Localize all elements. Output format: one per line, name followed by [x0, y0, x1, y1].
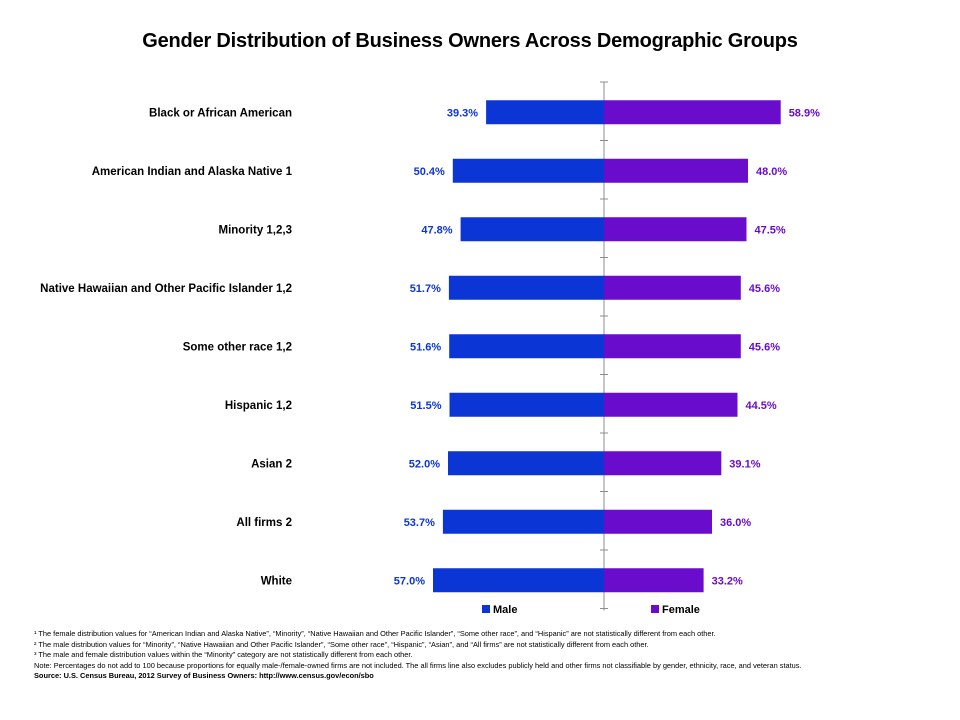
legend-swatch-male	[482, 605, 490, 613]
chart-svg: Black or African American 39.3% 58.9% Ameri…	[40, 81, 820, 616]
female-value-label: 45.6%	[749, 341, 780, 353]
female-bar	[604, 158, 748, 183]
male-bar	[448, 275, 604, 300]
category-label: All firms 2	[236, 517, 292, 529]
legend-swatch-female	[651, 605, 659, 613]
legend-label-female: Female	[662, 604, 700, 616]
male-bar	[460, 217, 604, 242]
male-value-label: 57.0%	[394, 575, 425, 587]
male-value-label: 53.7%	[404, 517, 435, 529]
female-bar	[604, 451, 722, 476]
male-value-label: 51.7%	[410, 283, 441, 295]
female-value-label: 44.5%	[746, 400, 777, 412]
footnote-1: ¹ The female distribution values for “Am…	[34, 629, 716, 638]
category-label: White	[261, 575, 292, 587]
footnote-source: Source: U.S. Census Bureau, 2012 Survey …	[34, 671, 374, 681]
male-bar	[452, 158, 604, 183]
female-bar	[604, 100, 781, 125]
category-label: Minority 1,2,3	[219, 224, 293, 236]
male-bar	[486, 100, 604, 125]
female-value-label: 36.0%	[720, 517, 751, 529]
legend-label-male: Male	[493, 604, 517, 616]
male-value-label: 51.6%	[410, 341, 441, 353]
footnote-2: ² The male distribution values for “Mino…	[34, 639, 649, 649]
female-bar	[604, 392, 738, 417]
category-label: American Indian and Alaska Native 1	[92, 166, 293, 178]
footnote-3: ³ The male and female distribution value…	[34, 650, 413, 660]
male-value-label: 47.8%	[421, 224, 452, 236]
female-bar	[604, 509, 712, 534]
female-value-label: 47.5%	[755, 224, 786, 236]
category-label: Some other race 1,2	[183, 341, 292, 353]
male-bar	[442, 509, 604, 534]
female-value-label: 39.1%	[729, 458, 760, 470]
category-label: Black or African American	[149, 107, 292, 119]
female-bar	[604, 568, 704, 593]
male-value-label: 52.0%	[409, 458, 440, 470]
female-bar	[604, 217, 747, 242]
female-value-label: 45.6%	[749, 283, 780, 295]
male-bar	[449, 334, 604, 359]
footnote-note: Note: Percentages do not add to 100 beca…	[34, 660, 802, 670]
female-bar	[604, 275, 741, 300]
female-value-label: 48.0%	[756, 166, 787, 178]
female-bar	[604, 334, 741, 359]
category-label: Native Hawaiian and Other Pacific Island…	[40, 283, 292, 295]
category-label: Hispanic 1,2	[225, 400, 292, 412]
chart-title: Gender Distribution of Business Owners A…	[142, 30, 798, 52]
male-bar	[449, 392, 604, 417]
male-bar	[433, 568, 604, 593]
category-label: Asian 2	[251, 458, 292, 470]
male-bar	[448, 451, 604, 476]
male-value-label: 51.5%	[410, 400, 441, 412]
female-value-label: 58.9%	[789, 107, 820, 119]
female-value-label: 33.2%	[712, 575, 743, 587]
footnotes: ¹ The female distribution values for “Am…	[34, 629, 914, 682]
male-value-label: 39.3%	[447, 107, 478, 119]
male-value-label: 50.4%	[414, 166, 445, 178]
